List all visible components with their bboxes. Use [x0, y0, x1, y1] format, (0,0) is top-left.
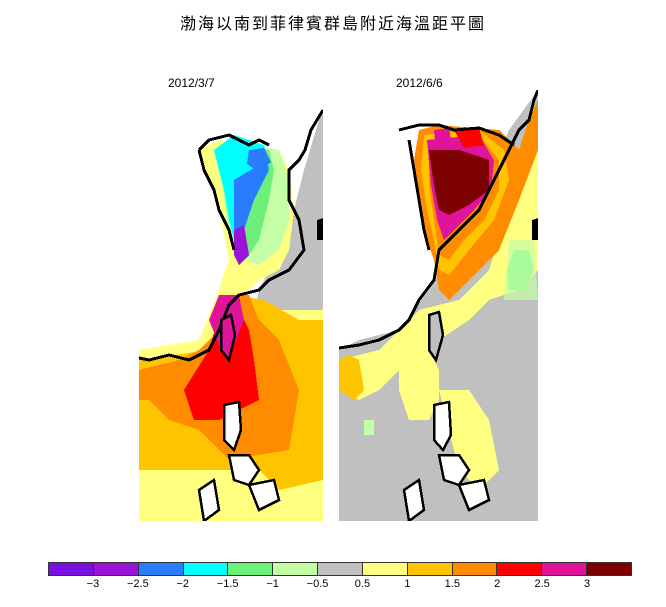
legend-swatch: [452, 562, 498, 576]
legend-swatch: [362, 562, 408, 576]
legend-tick-label: 2: [494, 578, 501, 590]
page-title: 渤海以南到菲律賓群島附近海溫距平圖: [179, 14, 486, 33]
legend-tick-label: −1.5: [216, 578, 239, 590]
legend-tick-label: −3: [86, 578, 100, 590]
legend-tick-label: 1.5: [444, 578, 460, 590]
legend-swatch: [48, 562, 94, 576]
legend-swatch: [93, 562, 139, 576]
sst-anomaly-map-march: [139, 90, 323, 521]
legend-swatch: [497, 562, 543, 576]
panel-date-march: 2012/3/7: [168, 76, 215, 90]
legend-tick-labels: −3 −2.5 −2 −1.5 −1 −0.5 0.5 1 1.5 2 2.5 3: [48, 578, 632, 594]
legend-swatch: [318, 562, 363, 576]
legend-swatch: [542, 562, 588, 576]
legend-tick-label: 0.5: [354, 578, 371, 590]
legend-tick-label: −2.5: [126, 578, 149, 590]
sst-anomaly-map-june: [339, 90, 538, 521]
legend-tick-label: −1: [266, 578, 279, 590]
legend-swatch: [183, 562, 229, 576]
legend-tick-label: 2.5: [534, 578, 550, 590]
legend-swatch: [138, 562, 184, 576]
legend-tick-label: −0.5: [306, 578, 329, 590]
legend-tick-label: −2: [176, 578, 190, 590]
legend-swatch: [407, 562, 453, 576]
legend-swatch: [587, 562, 632, 576]
legend-tick-label: 3: [584, 578, 591, 590]
legend-tick-label: 1: [404, 578, 411, 590]
legend-swatch: [273, 562, 319, 576]
legend-swatch: [228, 562, 274, 576]
panel-date-june: 2012/6/6: [396, 76, 443, 90]
color-legend: [48, 562, 632, 576]
